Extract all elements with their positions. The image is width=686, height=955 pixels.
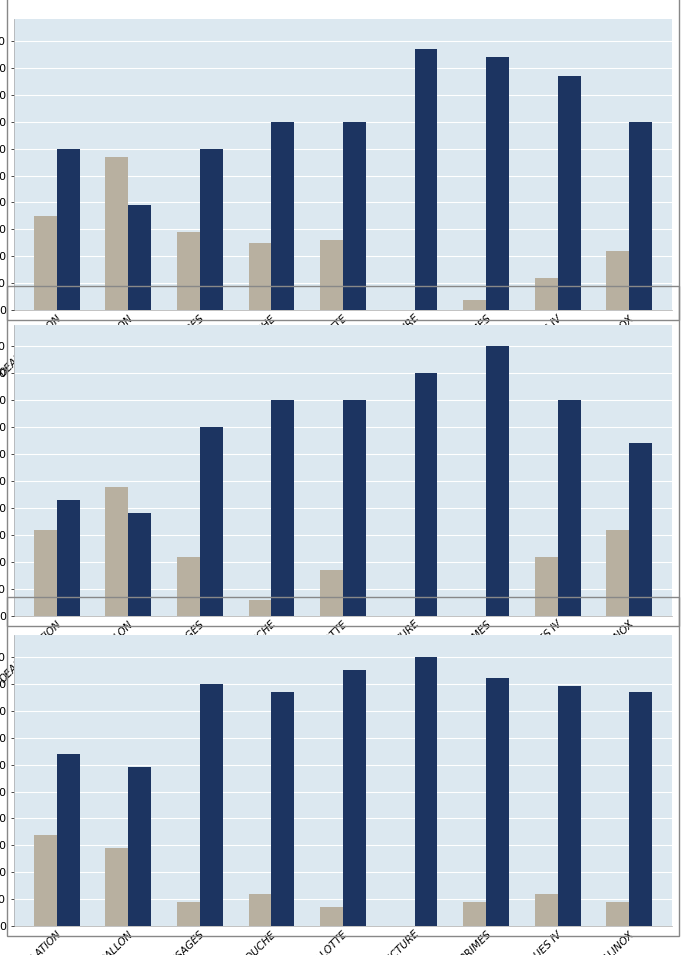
- Bar: [248, 600, 272, 616]
- Bar: [106, 848, 128, 926]
- Bar: [34, 216, 57, 310]
- Bar: [200, 684, 223, 926]
- Bar: [463, 902, 486, 926]
- Bar: [414, 657, 438, 926]
- Bar: [177, 232, 200, 310]
- Bar: [177, 902, 200, 926]
- Bar: [320, 907, 343, 926]
- Bar: [106, 486, 128, 616]
- Bar: [486, 347, 509, 616]
- Bar: [200, 149, 223, 310]
- Bar: [320, 570, 343, 616]
- Bar: [343, 121, 366, 310]
- Bar: [128, 205, 151, 310]
- Bar: [106, 157, 128, 310]
- Bar: [272, 400, 294, 616]
- Bar: [629, 121, 652, 310]
- Bar: [463, 300, 486, 310]
- Bar: [57, 753, 80, 926]
- Bar: [34, 835, 57, 926]
- Bar: [57, 149, 80, 310]
- Bar: [535, 278, 558, 310]
- Bar: [343, 670, 366, 926]
- Bar: [272, 691, 294, 926]
- Bar: [128, 514, 151, 616]
- Bar: [272, 121, 294, 310]
- Bar: [558, 687, 580, 926]
- Bar: [558, 400, 580, 616]
- Bar: [414, 49, 438, 310]
- Bar: [486, 678, 509, 926]
- Bar: [606, 251, 629, 310]
- Bar: [606, 530, 629, 616]
- Bar: [606, 902, 629, 926]
- Bar: [486, 57, 509, 310]
- Bar: [177, 557, 200, 616]
- Bar: [535, 894, 558, 926]
- Bar: [57, 500, 80, 616]
- Bar: [558, 75, 580, 310]
- Bar: [414, 373, 438, 616]
- Bar: [629, 691, 652, 926]
- Bar: [629, 443, 652, 616]
- Bar: [343, 400, 366, 616]
- Bar: [248, 243, 272, 310]
- Bar: [535, 557, 558, 616]
- Bar: [248, 894, 272, 926]
- Bar: [200, 427, 223, 616]
- Bar: [34, 530, 57, 616]
- Bar: [128, 767, 151, 926]
- Bar: [320, 241, 343, 310]
